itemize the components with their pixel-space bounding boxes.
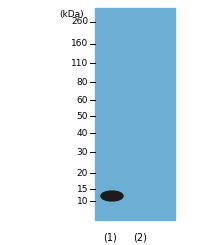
Text: 20: 20	[77, 169, 88, 177]
Text: 30: 30	[76, 147, 88, 157]
Text: 10: 10	[76, 196, 88, 206]
Text: 50: 50	[76, 111, 88, 121]
Text: 40: 40	[77, 128, 88, 137]
Text: 60: 60	[76, 96, 88, 105]
Text: 15: 15	[76, 184, 88, 194]
Ellipse shape	[101, 191, 123, 201]
Text: (2): (2)	[133, 232, 147, 242]
Text: 80: 80	[76, 77, 88, 86]
Text: 160: 160	[71, 39, 88, 49]
Bar	[95, 8, 175, 220]
Text: (kDa): (kDa)	[60, 10, 84, 19]
Text: 260: 260	[71, 17, 88, 26]
Text: 110: 110	[71, 59, 88, 68]
Text: (1): (1)	[103, 232, 117, 242]
